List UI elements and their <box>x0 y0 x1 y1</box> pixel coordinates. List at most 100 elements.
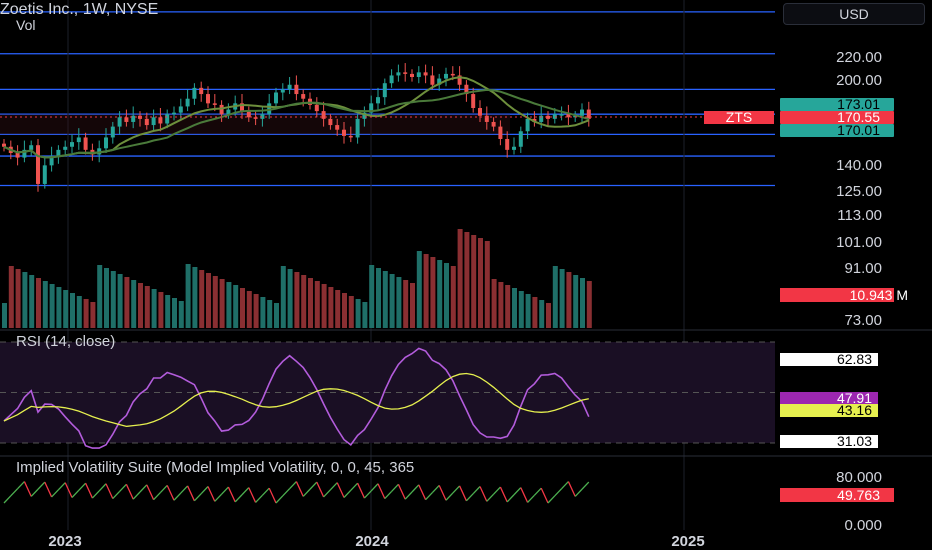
rsi-badge-text: 43.16 <box>837 402 872 418</box>
rsi-ma-line <box>3 372 589 428</box>
volume-bar <box>457 229 463 328</box>
volume-bar <box>294 272 300 328</box>
volume-bar <box>573 275 579 328</box>
iv-line <box>472 486 481 495</box>
currency-button[interactable]: USD <box>783 3 925 25</box>
price-axis-tick: 200.00 <box>836 72 882 89</box>
volume-bar <box>301 275 307 328</box>
volume-bar <box>484 241 490 328</box>
iv-line <box>350 482 359 491</box>
iv-line <box>363 490 372 499</box>
iv-line <box>85 482 93 499</box>
price-badge <box>780 124 894 137</box>
volume-bar <box>335 290 341 328</box>
candle-body <box>151 117 156 126</box>
candle-body <box>49 156 54 166</box>
volume-bar <box>586 281 592 328</box>
price-axis-tick: 73.00 <box>844 312 882 329</box>
volume-bar <box>2 303 7 328</box>
volume-bar <box>512 288 517 328</box>
volume-badge-text: 10.943 M <box>850 287 908 303</box>
iv-line <box>146 484 155 500</box>
candle-body <box>484 115 489 122</box>
volume-bar <box>199 270 205 328</box>
candle-body <box>518 131 523 147</box>
iv-line <box>499 486 508 503</box>
volume-bar <box>117 274 123 328</box>
volume-bar <box>172 298 177 328</box>
candle-body <box>559 114 564 116</box>
candle-body <box>294 84 299 95</box>
candle-body <box>362 112 367 119</box>
candle-body <box>36 145 40 184</box>
iv-line <box>3 495 12 504</box>
iv-line <box>159 484 168 493</box>
volume-bar <box>151 289 157 328</box>
iv-line <box>302 488 311 497</box>
iv-line <box>98 483 107 492</box>
candle-body <box>22 149 27 158</box>
candle-body <box>437 78 442 85</box>
symbol-title[interactable]: Zoetis Inc., 1W, NYSE <box>0 1 159 18</box>
candle-body <box>15 152 20 158</box>
iv-line <box>343 489 352 498</box>
iv-line <box>513 487 522 496</box>
volume-bar <box>138 283 143 328</box>
price-axis-tick: 91.00 <box>844 260 882 277</box>
iv-line <box>574 488 583 497</box>
iv-line <box>180 485 189 494</box>
iv-line <box>289 481 297 490</box>
candle-body <box>532 118 537 122</box>
volume-bar <box>403 280 409 328</box>
candle-body <box>546 115 550 119</box>
iv-line <box>139 484 148 493</box>
volume-bar <box>444 263 449 328</box>
candle-body <box>42 165 47 184</box>
time-axis-label: 2023 <box>48 533 81 550</box>
volume-bar <box>70 293 75 328</box>
candle-body <box>144 118 149 126</box>
volume-bar <box>260 297 266 328</box>
volume-bar <box>355 299 361 328</box>
candle-body <box>586 109 591 119</box>
candle-body <box>389 75 394 84</box>
volume-bar <box>158 292 164 328</box>
volume-bar <box>49 284 55 328</box>
candle-body <box>240 103 244 112</box>
candle-body <box>246 111 251 118</box>
rsi-pane-label[interactable]: RSI (14, close) <box>16 333 116 350</box>
iv-line <box>465 493 474 502</box>
iv-line <box>370 483 379 492</box>
candle-body <box>131 115 136 122</box>
volume-bar <box>240 288 245 328</box>
volume-bar <box>478 238 483 328</box>
candle-body <box>328 118 333 126</box>
candle-body <box>321 111 326 119</box>
candle-body <box>172 112 176 115</box>
candle-body <box>185 98 190 107</box>
volume-bar <box>559 269 565 328</box>
volume-bar <box>124 277 130 328</box>
volume-bar <box>518 291 524 328</box>
volume-bar <box>280 266 286 328</box>
candle-body <box>178 106 183 113</box>
iv-pane-label[interactable]: Implied Volatility Suite (Model Implied … <box>16 459 415 476</box>
iv-line <box>561 481 569 490</box>
volume-bar <box>376 268 381 328</box>
volume-bar <box>287 269 293 328</box>
candle-body <box>457 75 462 85</box>
volume-bar <box>314 281 320 328</box>
time-axis-label: 2024 <box>355 533 389 550</box>
iv-line <box>173 492 182 501</box>
candle-body <box>117 117 122 127</box>
iv-line <box>479 486 488 502</box>
iv-line <box>214 493 223 502</box>
iv-line <box>540 487 549 504</box>
volume-bar <box>552 266 558 328</box>
rsi-badge <box>780 353 878 366</box>
iv-line <box>547 495 556 504</box>
volume-badge <box>780 288 894 302</box>
iv-line <box>268 487 277 504</box>
volume-bar <box>63 290 69 328</box>
